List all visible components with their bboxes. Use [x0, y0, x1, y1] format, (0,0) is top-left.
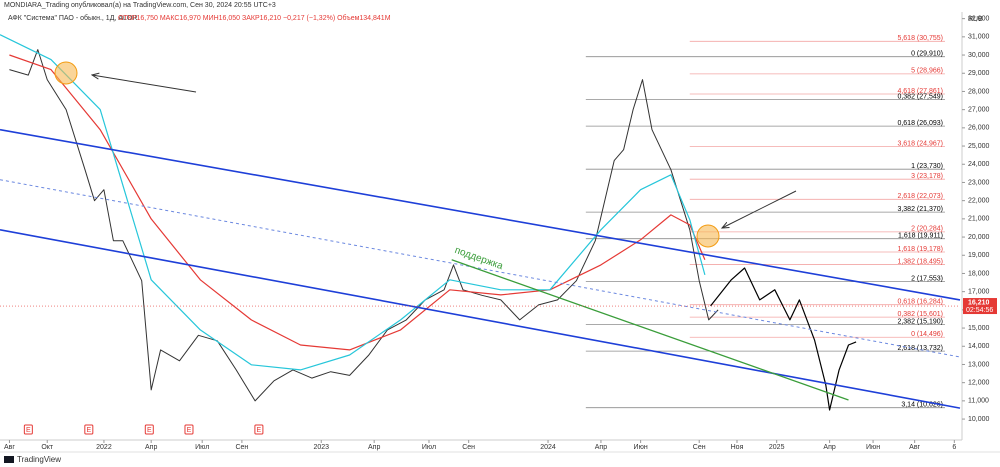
series-line	[0, 128, 961, 301]
x-tick-label: Июл	[195, 444, 209, 451]
footer: TradingView	[17, 455, 61, 464]
x-tick-label: Апр	[595, 444, 607, 451]
y-tick-label: 32,000	[968, 15, 990, 22]
last-price-timer: 02:54:56	[966, 307, 993, 314]
x-tick-label: Апр	[145, 444, 157, 451]
fib-label: 1,618 (19,178)	[897, 246, 943, 253]
x-tick-label: Апр	[823, 444, 835, 451]
publisher: MONDIARA_Trading опубликовал(а) на Tradi…	[4, 1, 276, 9]
y-tick-label: 30,000	[968, 52, 990, 59]
y-tick-label: 23,000	[968, 179, 990, 186]
x-tick-label: Июн	[866, 444, 880, 451]
y-tick-label: 18,000	[968, 270, 990, 277]
x-tick-label: Июл	[422, 444, 436, 451]
x-tick-label: Сен	[693, 444, 706, 451]
fib-label: 1 (23,730)	[911, 163, 943, 170]
fib-label: 2,618 (22,073)	[897, 193, 943, 200]
x-tick-label: 2023	[313, 444, 329, 451]
x-tick-label: Июн	[634, 444, 648, 451]
y-tick-label: 10,000	[968, 416, 990, 423]
fib-label: 3 (23,178)	[911, 173, 943, 180]
series-line	[0, 34, 706, 371]
y-tick-label: 17,000	[968, 289, 990, 296]
y-tick-label: 20,000	[968, 234, 990, 241]
y-tick-label: 31,000	[968, 34, 990, 41]
y-tick-label: 11,000	[968, 398, 989, 405]
event-marker	[184, 424, 194, 435]
fib-label: 0,382 (15,601)	[897, 311, 943, 318]
y-tick-label: 14,000	[968, 343, 990, 350]
event-marker	[84, 424, 94, 435]
series-line	[451, 259, 849, 401]
fib-label: 0,618 (16,284)	[897, 299, 943, 306]
fib-label: 3,14 (10,626)	[901, 402, 943, 409]
event-marker	[144, 424, 154, 435]
y-tick-label: 24,000	[968, 161, 990, 168]
x-tick-label: Ноя	[731, 444, 744, 451]
series-line	[0, 229, 961, 409]
y-tick-label: 19,000	[968, 252, 990, 259]
chart-title: АФК "Система" ПАО - обыкн., 1Д, ALOR	[8, 14, 137, 22]
arrow	[92, 75, 197, 93]
x-tick-label: 2022	[96, 444, 112, 451]
x-tick-label: 6	[952, 444, 956, 451]
currency: RUB	[968, 16, 983, 23]
event-label: E	[147, 427, 152, 434]
fib-label: 0,618 (26,093)	[897, 120, 943, 127]
series-line	[9, 54, 706, 351]
x-tick-label: Апр	[368, 444, 380, 451]
series-line	[710, 267, 857, 411]
event-label: E	[86, 427, 91, 434]
fib-label: 2 (17,553)	[911, 275, 943, 282]
x-tick-label: 2025	[769, 444, 785, 451]
y-tick-label: 26,000	[968, 125, 990, 132]
x-tick-label: Сен	[235, 444, 248, 451]
fib-label: 3,618 (24,967)	[897, 140, 943, 147]
y-tick-label: 12,000	[968, 380, 990, 387]
fib-label: 5 (28,966)	[911, 68, 943, 75]
y-tick-label: 21,000	[968, 216, 990, 223]
fib-label: 1,618 (19,911)	[898, 233, 943, 240]
y-tick-label: 13,000	[968, 361, 990, 368]
series-line	[9, 49, 719, 402]
logo	[4, 456, 14, 463]
fib-label: 0 (29,910)	[911, 51, 943, 58]
event-marker	[23, 424, 33, 435]
y-tick-label: 15,000	[968, 325, 990, 332]
fib-label: 1,382 (18,495)	[897, 258, 943, 265]
x-tick-label: Сен	[462, 444, 475, 451]
fib-label: 2 (20,284)	[911, 226, 943, 233]
fib-label: 0,382 (27,549)	[897, 93, 943, 100]
event-label: E	[257, 427, 262, 434]
last-price-label: 16,210	[968, 299, 990, 306]
highlight-circle	[696, 224, 720, 248]
y-tick-label: 27,000	[968, 106, 990, 113]
fib-label: 5,618 (30,755)	[897, 35, 943, 42]
x-tick-label: Окт	[41, 444, 54, 451]
x-tick-label: Авг	[4, 444, 15, 451]
fib-label: 2,382 (15,190)	[897, 318, 943, 325]
y-tick-label: 28,000	[968, 88, 990, 95]
y-tick-label: 29,000	[968, 70, 990, 77]
y-tick-label: 22,000	[968, 197, 990, 204]
fib-label: 4,618 (27,861)	[897, 88, 943, 95]
series-line	[0, 179, 961, 358]
fib-label: 0 (14,496)	[911, 331, 943, 338]
quote: ОТКР16,750 МАКС16,970 МИН16,050 ЗАКР16,2…	[118, 14, 391, 22]
arrow	[722, 190, 797, 228]
x-tick-label: Авг	[909, 444, 920, 451]
x-tick-label: 2024	[540, 444, 556, 451]
event-marker	[254, 424, 264, 435]
fib-label: 3,382 (21,370)	[897, 206, 943, 213]
event-label: E	[187, 427, 192, 434]
fib-label: 2,618 (13,732)	[897, 345, 943, 352]
last-price-box	[963, 298, 997, 315]
highlight-circle	[54, 61, 78, 85]
event-label: E	[26, 427, 31, 434]
y-tick-label: 25,000	[968, 143, 990, 150]
